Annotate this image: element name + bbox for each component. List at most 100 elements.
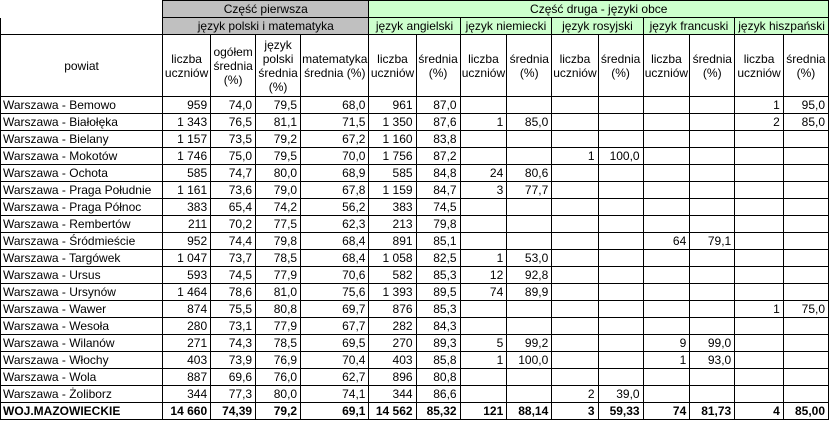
cell-spanish-avg xyxy=(782,385,829,403)
cell-french-avg xyxy=(689,147,736,165)
cell-english-count: 1 159 xyxy=(368,181,417,199)
cell-english-count: 876 xyxy=(368,300,417,318)
cell-english-count: 344 xyxy=(368,385,417,403)
cell-english-avg: 85,1 xyxy=(415,232,461,250)
table-body: Warszawa - Bemowo 959 74,0 79,5 68,0 961 87,0 1… xyxy=(0,96,829,403)
cell-english-avg: 86,6 xyxy=(415,385,461,403)
cell-english-count: 891 xyxy=(368,232,417,250)
russian-avg-header: średnia (%) xyxy=(597,34,644,97)
cell-russian-count xyxy=(551,215,599,233)
cell-english-avg: 84,3 xyxy=(415,317,461,335)
cell-french-avg xyxy=(689,266,736,284)
cell-polish-avg: 76,0 xyxy=(255,368,302,386)
cell-german-avg xyxy=(506,130,553,148)
cell-spanish-avg xyxy=(782,215,829,233)
cell-powiat: Warszawa - Wola xyxy=(0,368,164,386)
total-polish-avg: 79,2 xyxy=(255,402,302,420)
cell-polish-avg: 81,0 xyxy=(255,283,302,301)
cell-french-avg xyxy=(689,215,736,233)
cell-math-avg: 56,2 xyxy=(300,198,370,216)
cell-count: 1 343 xyxy=(162,113,212,131)
cell-german-count xyxy=(459,232,508,250)
cell-french-count xyxy=(642,317,691,335)
cell-polish-avg: 79,0 xyxy=(255,181,302,199)
header-row-groups: język polski i matematyka język angielsk… xyxy=(0,17,829,35)
cell-english-count: 1 160 xyxy=(368,130,417,148)
cell-russian-avg xyxy=(597,130,644,148)
cell-total-avg: 73,7 xyxy=(210,249,257,267)
table-row: Warszawa - Ursynów 1 464 78,6 81,0 75,6 1 393… xyxy=(0,283,829,301)
table-row: Warszawa - Praga Północ 383 65,4 74,2 56,2 38… xyxy=(0,198,829,216)
cell-math-avg: 69,7 xyxy=(300,300,370,318)
table-row: Warszawa - Włochy 403 73,9 76,9 70,4 403 85,8 1… xyxy=(0,351,829,369)
cell-powiat: Warszawa - Mokotów xyxy=(0,147,164,165)
cell-french-count xyxy=(642,300,691,318)
cell-russian-avg xyxy=(597,300,644,318)
cell-english-count: 213 xyxy=(368,215,417,233)
cell-english-avg: 89,5 xyxy=(415,283,461,301)
cell-english-count: 961 xyxy=(368,96,417,114)
cell-powiat: Warszawa - Żoliborz xyxy=(0,385,164,403)
cell-german-count xyxy=(459,300,508,318)
cell-spanish-count xyxy=(734,232,784,250)
lang-spanish: język hiszpański xyxy=(734,17,829,35)
cell-french-avg xyxy=(689,300,736,318)
cell-spanish-count xyxy=(734,198,784,216)
cell-spanish-count xyxy=(734,368,784,386)
cell-russian-avg xyxy=(597,215,644,233)
cell-english-avg: 84,7 xyxy=(415,181,461,199)
cell-french-avg xyxy=(689,368,736,386)
cell-total-avg: 65,4 xyxy=(210,198,257,216)
cell-polish-avg: 79,5 xyxy=(255,96,302,114)
cell-total-avg: 75,0 xyxy=(210,147,257,165)
cell-polish-avg: 76,9 xyxy=(255,351,302,369)
cell-russian-count xyxy=(551,181,599,199)
total-total-avg: 74,39 xyxy=(210,402,257,420)
cell-powiat: Warszawa - Rembertów xyxy=(0,215,164,233)
cell-count: 585 xyxy=(162,164,212,182)
cell-russian-count xyxy=(551,300,599,318)
cell-spanish-count xyxy=(734,385,784,403)
cell-english-avg: 89,3 xyxy=(415,334,461,352)
header-row-columns: powiat liczba uczniów ogółem średnia (%)… xyxy=(0,34,829,97)
cell-count: 959 xyxy=(162,96,212,114)
cell-german-avg xyxy=(506,385,553,403)
cell-russian-avg xyxy=(597,181,644,199)
cell-russian-avg xyxy=(597,232,644,250)
cell-total-avg: 70,2 xyxy=(210,215,257,233)
russian-count-header: liczba uczniów xyxy=(551,34,599,97)
cell-french-avg: 93,0 xyxy=(689,351,736,369)
cell-russian-avg xyxy=(597,198,644,216)
cell-spanish-avg xyxy=(782,351,829,369)
total-avg-header: ogółem średnia (%) xyxy=(210,34,257,97)
cell-german-count xyxy=(459,96,508,114)
cell-spanish-count xyxy=(734,249,784,267)
cell-spanish-avg: 95,0 xyxy=(782,96,829,114)
cell-english-count: 1 058 xyxy=(368,249,417,267)
cell-french-avg xyxy=(689,317,736,335)
cell-powiat: Warszawa - Wilanów xyxy=(0,334,164,352)
cell-count: 280 xyxy=(162,317,212,335)
powiat-header: powiat xyxy=(0,34,164,97)
cell-total-avg: 73,1 xyxy=(210,317,257,335)
table-row: Warszawa - Wilanów 271 74,3 78,5 69,5 270 89,3… xyxy=(0,334,829,352)
french-count-header: liczba uczniów xyxy=(642,34,691,97)
spanish-count-header: liczba uczniów xyxy=(734,34,784,97)
cell-polish-avg: 78,5 xyxy=(255,334,302,352)
cell-count: 874 xyxy=(162,300,212,318)
cell-math-avg: 62,7 xyxy=(300,368,370,386)
cell-german-count xyxy=(459,368,508,386)
cell-english-count: 896 xyxy=(368,368,417,386)
cell-polish-avg: 79,8 xyxy=(255,232,302,250)
cell-spanish-count xyxy=(734,283,784,301)
total-english-count: 14 562 xyxy=(368,402,417,420)
total-french-avg: 81,73 xyxy=(689,402,736,420)
table-row: Warszawa - Żoliborz 344 77,3 80,0 74,1 344 86,… xyxy=(0,385,829,403)
cell-total-avg: 74,0 xyxy=(210,96,257,114)
spanish-avg-header: średnia (%) xyxy=(782,34,829,97)
count-header: liczba uczniów xyxy=(162,34,212,97)
cell-count: 383 xyxy=(162,198,212,216)
cell-math-avg: 70,4 xyxy=(300,351,370,369)
cell-russian-count xyxy=(551,317,599,335)
cell-german-count: 12 xyxy=(459,266,508,284)
